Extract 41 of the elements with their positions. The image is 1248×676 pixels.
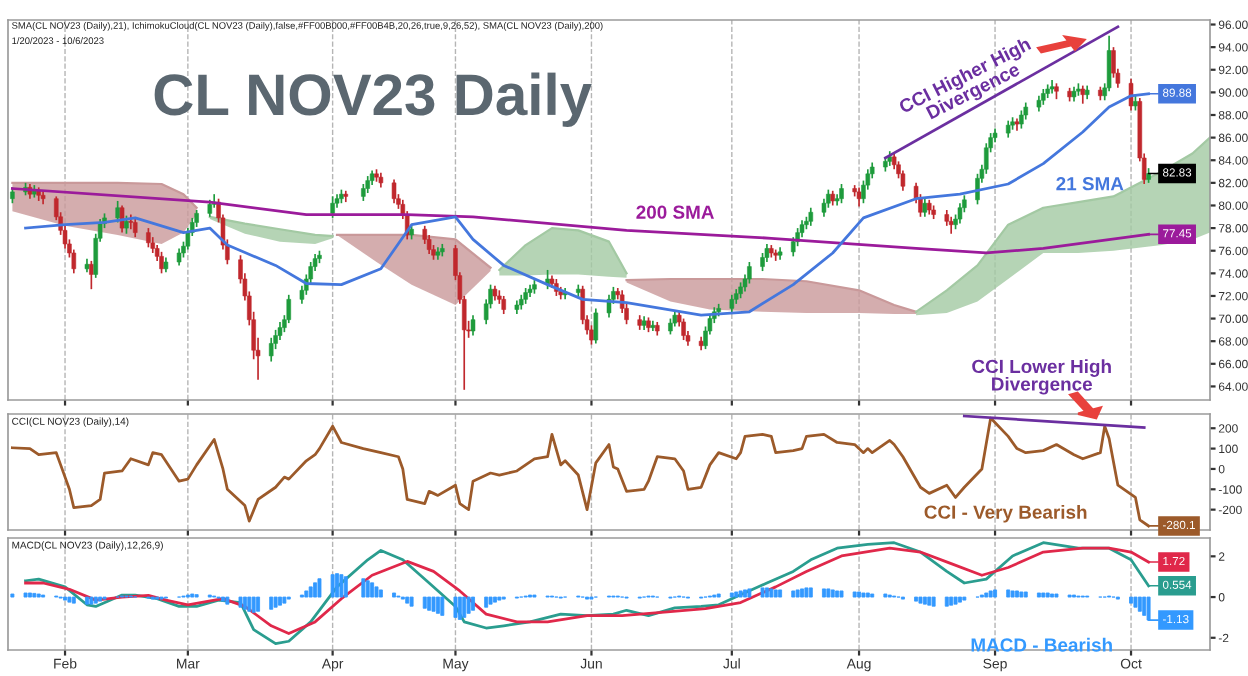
candlestick — [89, 260, 94, 291]
candlestick — [729, 293, 735, 314]
candlestick — [391, 178, 397, 205]
series-label: 200 SMA — [636, 205, 714, 219]
candlestick — [957, 202, 963, 225]
candlestick — [501, 295, 506, 315]
candlestick — [470, 314, 476, 337]
candlestick — [330, 195, 335, 219]
candlestick — [922, 197, 928, 218]
candlestick — [826, 188, 831, 209]
candlestick — [426, 234, 432, 255]
candlestick — [159, 251, 164, 275]
text: CL NOV23 Daily — [154, 72, 592, 127]
candlestick — [760, 252, 765, 272]
candlestick — [132, 217, 138, 238]
candlestick — [856, 186, 862, 208]
series-label: CCI Lower High Divergence — [972, 359, 1111, 395]
candlestick — [119, 204, 125, 234]
candlestick — [764, 243, 770, 263]
candlestick — [268, 336, 274, 363]
candlestick — [1019, 109, 1024, 130]
candlestick — [839, 183, 844, 205]
candlestick — [821, 197, 827, 218]
candlestick — [146, 227, 151, 249]
candlestick — [948, 215, 954, 235]
series-label: 21 SMA — [1056, 176, 1124, 191]
candlestick — [593, 307, 599, 345]
candlestick — [277, 321, 283, 341]
line-series — [208, 215, 334, 238]
candlestick — [747, 261, 752, 285]
candlestick — [681, 317, 686, 341]
candlestick — [1128, 77, 1134, 112]
candlestick — [286, 293, 292, 324]
candlestick — [808, 206, 814, 227]
series-label: CCI - Very Bearish — [924, 504, 1087, 523]
candlestick — [1106, 34, 1112, 93]
series-label: MACD - Bearish — [971, 637, 1112, 652]
candlestick — [790, 236, 796, 258]
candlestick — [900, 169, 906, 192]
candlestick — [580, 284, 585, 326]
candlestick — [975, 172, 980, 206]
